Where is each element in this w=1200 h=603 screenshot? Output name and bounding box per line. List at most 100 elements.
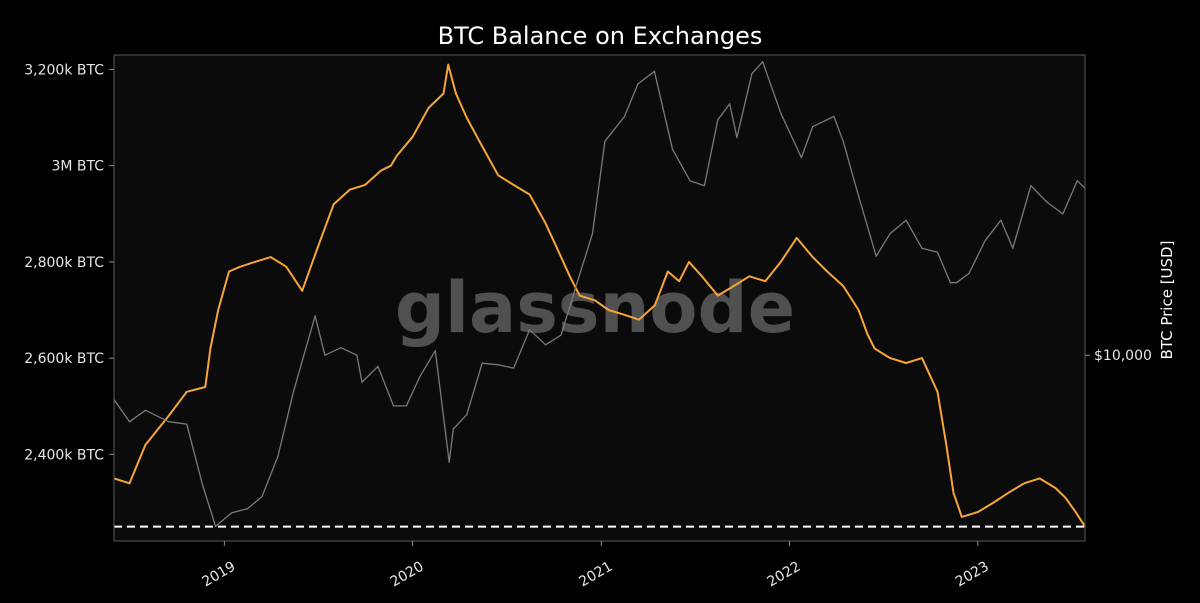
balance-point-26 (466, 117, 468, 119)
price-point-52 (889, 233, 891, 235)
price-point-15 (356, 354, 358, 356)
price-point-49 (842, 140, 844, 142)
price-point-4 (186, 423, 188, 425)
balance-point-14 (317, 246, 319, 249)
price-point-17 (377, 365, 379, 367)
price-point-3 (168, 421, 170, 423)
y-right-tick-label-0: $10,000 (1094, 348, 1152, 364)
price-point-65 (1076, 180, 1078, 182)
balance-point-21 (412, 136, 414, 138)
balance-point-27 (481, 145, 483, 147)
price-point-7 (231, 512, 233, 514)
balance-point-47 (764, 280, 766, 282)
y-left-tick-label-1: 3M BTC (51, 159, 104, 175)
balance-point-13 (301, 290, 303, 292)
chart-title: BTC Balance on Exchanges (438, 22, 763, 50)
price-point-60 (1000, 219, 1002, 221)
balance-point-9 (239, 266, 241, 268)
balance-point-19 (390, 165, 392, 167)
balance-point-64 (993, 501, 995, 504)
price-point-40 (717, 119, 719, 121)
balance-point-7 (217, 309, 219, 311)
price-point-9 (261, 496, 263, 498)
price-point-10 (277, 455, 279, 457)
balance-point-30 (529, 193, 531, 196)
balance-point-3 (168, 415, 170, 417)
balance-point-67 (1039, 477, 1041, 479)
price-point-8 (247, 508, 249, 510)
price-point-63 (1046, 201, 1048, 203)
balance-point-41 (678, 280, 680, 282)
price-point-47 (812, 126, 814, 128)
price-point-11 (292, 391, 295, 393)
plot-frame (113, 54, 1086, 542)
balance-point-15 (333, 203, 335, 205)
watermark: glassnode (395, 267, 795, 349)
balance-point-29 (513, 184, 515, 186)
balance-point-53 (858, 309, 860, 311)
price-point-42 (736, 136, 738, 139)
price-point-30 (560, 334, 562, 336)
balance-point-16 (349, 189, 351, 191)
right-axis-title: BTC Price [USD] (1158, 241, 1176, 360)
price-point-36 (653, 70, 656, 72)
balance-point-51 (826, 270, 828, 273)
x-tick-label-2022: 2022 (765, 559, 804, 591)
balance-point-57 (905, 362, 907, 364)
balance-point-1 (128, 482, 131, 484)
x-tick-label-2021: 2021 (576, 559, 615, 591)
x-tick-label-2023: 2023 (953, 559, 992, 591)
balance-point-28 (497, 174, 499, 176)
price-point-56 (949, 282, 952, 284)
balance-point-18 (380, 169, 382, 172)
price-point-29 (545, 344, 547, 346)
x-tick-label-2020: 2020 (388, 559, 427, 591)
price-point-12 (314, 315, 316, 317)
balance-point-22 (428, 107, 430, 109)
balance-point-63 (977, 511, 979, 513)
balance-point-54 (866, 333, 869, 335)
balance-point-6 (209, 347, 211, 350)
price-point-57 (956, 282, 958, 284)
price-point-55 (936, 251, 939, 253)
balance-point-33 (569, 275, 571, 277)
balance-point-25 (455, 92, 457, 95)
balance-point-61 (952, 492, 955, 494)
balance-point-55 (874, 347, 876, 350)
price-point-25 (481, 362, 483, 364)
balance-point-49 (796, 237, 798, 239)
price-point-54 (921, 247, 923, 249)
price-point-6 (215, 525, 217, 527)
price-point-34 (623, 115, 626, 118)
price-point-43 (751, 73, 753, 75)
price-point-21 (434, 350, 436, 352)
balance-point-59 (936, 391, 939, 393)
balance-point-17 (364, 184, 366, 186)
balance-point-8 (228, 270, 230, 273)
price-point-48 (833, 115, 835, 118)
balance-point-52 (842, 285, 844, 287)
price-point-2 (144, 409, 147, 411)
balance-point-60 (945, 444, 947, 446)
balance-point-23 (442, 92, 445, 95)
price-point-53 (905, 219, 907, 221)
price-point-46 (800, 157, 803, 159)
price-point-1 (128, 421, 131, 423)
balance-point-48 (780, 261, 782, 263)
balance-point-46 (748, 275, 750, 277)
price-point-39 (703, 185, 706, 187)
y-left-tick-label-2: 2,800k BTC (24, 255, 104, 271)
balance-point-40 (667, 270, 669, 273)
price-point-19 (405, 405, 407, 407)
balance-point-68 (1055, 487, 1057, 489)
balance-point-38 (638, 319, 640, 321)
price-point-35 (637, 83, 639, 85)
balance-point-12 (285, 266, 287, 268)
y-left-tick-label-0: 3,200k BTC (24, 62, 104, 78)
balance-point-36 (607, 309, 610, 311)
balance-point-20 (396, 155, 398, 157)
balance-series-line (113, 63, 1086, 528)
price-point-61 (1012, 247, 1014, 249)
